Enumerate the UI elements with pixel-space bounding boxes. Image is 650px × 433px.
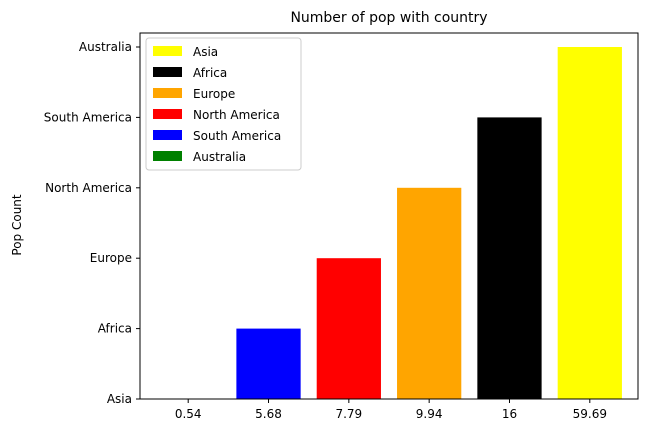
bar-3 xyxy=(397,187,462,399)
x-tick-label: 16 xyxy=(502,407,517,421)
legend-label: Europe xyxy=(193,87,235,101)
legend-label: Asia xyxy=(193,45,218,59)
bar-1 xyxy=(236,328,301,399)
y-tick-label: Australia xyxy=(79,40,132,54)
bar-4 xyxy=(477,117,542,400)
x-tick-label: 9.94 xyxy=(416,407,443,421)
legend-swatch xyxy=(153,46,182,56)
legend xyxy=(145,37,302,171)
x-tick-label: 7.79 xyxy=(335,407,362,421)
y-tick-label: Asia xyxy=(107,392,132,406)
legend-label: North America xyxy=(193,108,280,122)
legend-swatch xyxy=(153,151,182,161)
y-tick-label: North America xyxy=(45,181,132,195)
plot-frame xyxy=(139,32,639,400)
y-axis-label: Pop Count xyxy=(10,194,24,256)
legend-swatch xyxy=(153,67,182,77)
x-tick-label: 0.54 xyxy=(175,407,202,421)
legend-label: Africa xyxy=(193,66,227,80)
y-tick-label: Africa xyxy=(98,322,132,336)
x-tick-label: 59.69 xyxy=(573,407,607,421)
y-tick-label: Europe xyxy=(90,251,132,265)
legend-swatch xyxy=(153,88,182,98)
bar-2 xyxy=(316,258,381,399)
y-tick-label: South America xyxy=(44,110,132,124)
legend-label: Australia xyxy=(193,150,246,164)
bar-5 xyxy=(557,47,622,399)
x-tick-label: 5.68 xyxy=(255,407,282,421)
legend-swatch xyxy=(153,130,182,140)
legend-label: South America xyxy=(193,129,281,143)
chart-title: Number of pop with country xyxy=(290,10,487,26)
legend-swatch xyxy=(153,109,182,119)
